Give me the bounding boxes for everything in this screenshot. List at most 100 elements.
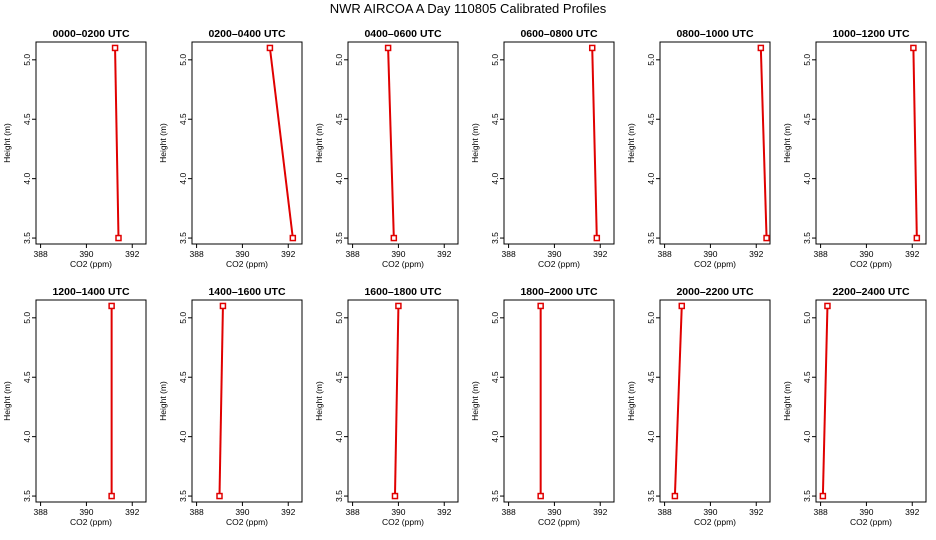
x-axis-label: CO2 (ppm): [694, 517, 736, 527]
panel-title: 0000–0200 UTC: [52, 28, 129, 40]
x-tick-label: 390: [235, 249, 249, 259]
profile-point: [266, 44, 274, 52]
panel-title: 1200–1400 UTC: [52, 286, 129, 298]
y-tick-label: 3.5: [22, 490, 32, 502]
profile-line: [912, 47, 918, 239]
panel-12: 2200–2400 UTC 388 390 392 CO2 (ppm) 3.5 4.0 4.5…: [782, 286, 927, 527]
x-axis-label: CO2 (ppm): [70, 517, 112, 527]
profile-point: [593, 234, 601, 242]
y-tick-label: 4.5: [490, 113, 500, 125]
panel-7: 1200–1400 UTC 388 390 392 CO2 (ppm) 3.5 4.0 4.5…: [2, 286, 147, 527]
profile-point: [384, 44, 392, 52]
y-tick-label: 5.0: [22, 312, 32, 324]
plot-frame: [659, 299, 771, 503]
plot-frame: [35, 299, 147, 503]
x-tick-label: 392: [125, 507, 139, 517]
y-tick-label: 5.0: [490, 54, 500, 66]
y-tick-label: 3.5: [646, 232, 656, 244]
y-tick-label: 4.5: [334, 371, 344, 383]
y-tick-label: 5.0: [334, 312, 344, 324]
x-tick-label: 388: [813, 249, 827, 259]
x-tick-label: 390: [703, 507, 717, 517]
profile-line: [759, 47, 768, 239]
x-tick-label: 388: [189, 507, 203, 517]
profile-point: [216, 492, 223, 500]
profile-line: [393, 305, 400, 497]
x-tick-label: 390: [859, 249, 873, 259]
y-tick-label: 4.5: [22, 113, 32, 125]
y-tick-label: 5.0: [802, 54, 812, 66]
y-tick-label: 4.5: [802, 371, 812, 383]
profile-point: [390, 234, 398, 242]
y-tick-label: 3.5: [490, 232, 500, 244]
x-tick-label: 388: [657, 249, 671, 259]
x-tick-label: 392: [281, 249, 295, 259]
profile-line: [591, 47, 598, 239]
plot-frame: [503, 41, 615, 245]
profile-point: [910, 44, 917, 52]
x-tick-label: 390: [79, 507, 93, 517]
x-tick-label: 392: [905, 249, 919, 259]
figure-title: NWR AIRCOA A Day 110805 Calibrated Profi…: [329, 1, 607, 16]
x-tick-label: 392: [593, 507, 607, 517]
panel-title: 2000–2200 UTC: [676, 286, 753, 298]
x-axis-label: CO2 (ppm): [226, 517, 268, 527]
profile-point: [108, 302, 115, 310]
y-tick-label: 4.5: [22, 371, 32, 383]
x-axis-label: CO2 (ppm): [850, 517, 892, 527]
panel-8: 1400–1600 UTC 388 390 392 CO2 (ppm) 3.5 4.0 4.5…: [158, 286, 303, 527]
profile-point: [678, 302, 686, 310]
x-axis-label: CO2 (ppm): [70, 259, 112, 269]
y-axis-label: Height (m): [626, 381, 636, 421]
x-tick-label: 388: [813, 507, 827, 517]
y-tick-label: 3.5: [490, 490, 500, 502]
profile-point: [108, 492, 115, 500]
x-tick-label: 392: [437, 507, 451, 517]
profile-point: [537, 302, 544, 310]
profile-line: [268, 47, 294, 239]
x-tick-label: 388: [501, 507, 515, 517]
y-axis-label: Height (m): [782, 123, 792, 163]
x-tick-label: 392: [281, 507, 295, 517]
x-tick-label: 388: [33, 507, 47, 517]
x-tick-label: 392: [749, 507, 763, 517]
y-tick-label: 3.5: [802, 490, 812, 502]
x-axis-label: CO2 (ppm): [382, 517, 424, 527]
profile-point: [219, 302, 227, 310]
panel-5: 0800–1000 UTC 388 390 392 CO2 (ppm) 3.5 4.0 4.5…: [626, 28, 771, 269]
x-tick-label: 392: [593, 249, 607, 259]
profile-point: [671, 492, 679, 500]
y-tick-label: 5.0: [802, 312, 812, 324]
panel-title: 1400–1600 UTC: [208, 286, 285, 298]
x-tick-label: 390: [235, 507, 249, 517]
x-tick-label: 388: [189, 249, 203, 259]
y-tick-label: 4.0: [22, 430, 32, 442]
profile-point: [819, 492, 827, 500]
y-tick-label: 5.0: [646, 54, 656, 66]
profile-line: [218, 305, 224, 497]
panel-6: 1000–1200 UTC 388 390 392 CO2 (ppm) 3.5 4.0 4.5…: [782, 28, 927, 269]
y-axis-label: Height (m): [782, 381, 792, 421]
x-axis-label: CO2 (ppm): [694, 259, 736, 269]
y-axis-label: Height (m): [2, 381, 12, 421]
y-tick-label: 4.5: [334, 113, 344, 125]
y-axis-label: Height (m): [470, 381, 480, 421]
panel-3: 0400–0600 UTC 388 390 392 CO2 (ppm) 3.5 4.0 4.5…: [314, 28, 459, 269]
x-tick-label: 388: [501, 249, 515, 259]
y-tick-label: 4.5: [178, 113, 188, 125]
x-tick-label: 392: [749, 249, 763, 259]
x-tick-label: 392: [125, 249, 139, 259]
profile-point: [391, 492, 399, 500]
profile-point: [588, 44, 596, 52]
plot-frame: [815, 41, 927, 245]
y-tick-label: 4.0: [178, 172, 188, 184]
y-tick-label: 4.0: [802, 430, 812, 442]
profile-point: [395, 302, 402, 310]
y-tick-label: 4.0: [802, 172, 812, 184]
panel-11: 2000–2200 UTC 388 390 392 CO2 (ppm) 3.5 4.0 4.5…: [626, 286, 771, 527]
x-tick-label: 388: [33, 249, 47, 259]
y-axis-label: Height (m): [626, 123, 636, 163]
y-axis-label: Height (m): [314, 381, 324, 421]
x-tick-label: 388: [345, 507, 359, 517]
